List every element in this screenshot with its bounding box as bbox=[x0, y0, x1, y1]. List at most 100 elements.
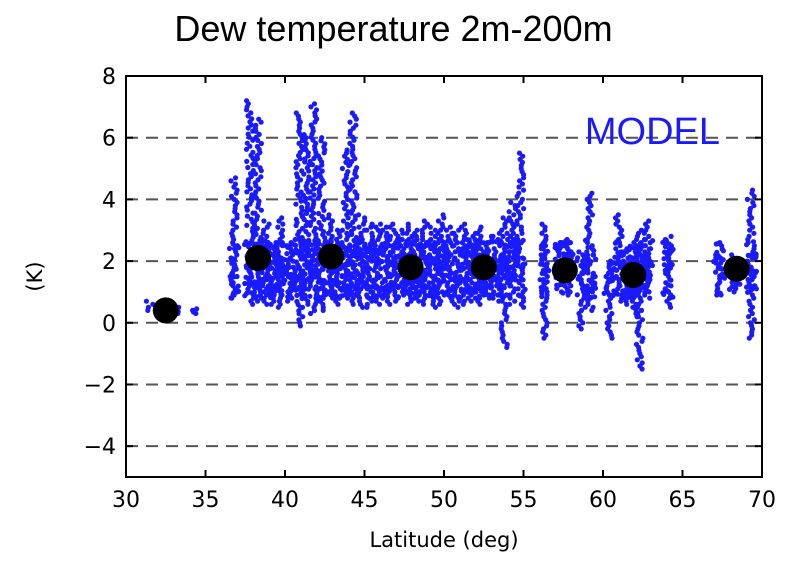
data-point bbox=[585, 290, 591, 296]
data-point bbox=[301, 216, 307, 223]
data-point bbox=[420, 236, 426, 243]
data-point bbox=[309, 262, 315, 268]
data-point bbox=[263, 238, 269, 244]
data-point bbox=[347, 162, 353, 168]
data-point bbox=[522, 261, 528, 267]
data-point bbox=[718, 292, 724, 298]
mean-point bbox=[397, 254, 424, 281]
data-point bbox=[297, 156, 303, 162]
data-point bbox=[711, 259, 717, 265]
data-point bbox=[376, 248, 383, 254]
data-point bbox=[443, 227, 450, 233]
x-tick-label: 70 bbox=[748, 488, 776, 513]
data-point bbox=[451, 301, 458, 307]
data-point bbox=[432, 304, 438, 310]
data-point bbox=[435, 230, 441, 236]
data-point bbox=[753, 270, 759, 276]
data-point bbox=[419, 287, 425, 293]
data-point bbox=[744, 242, 750, 248]
data-point bbox=[455, 304, 461, 310]
data-point bbox=[713, 241, 719, 247]
data-point bbox=[574, 292, 580, 298]
data-point bbox=[585, 244, 591, 250]
data-point bbox=[280, 221, 286, 227]
data-point bbox=[253, 294, 259, 300]
mean-point bbox=[318, 243, 345, 270]
data-point bbox=[293, 165, 299, 171]
data-point bbox=[746, 335, 752, 341]
data-point bbox=[236, 245, 242, 251]
data-point bbox=[299, 226, 305, 232]
data-point bbox=[342, 245, 348, 251]
data-point bbox=[301, 171, 307, 177]
mean-point bbox=[152, 297, 179, 324]
data-point bbox=[299, 269, 305, 275]
data-point bbox=[293, 222, 299, 229]
data-point bbox=[629, 298, 635, 304]
data-point bbox=[717, 255, 723, 261]
data-point bbox=[670, 246, 676, 252]
data-point bbox=[385, 258, 391, 264]
data-point bbox=[450, 243, 456, 249]
data-point bbox=[507, 295, 513, 301]
data-point bbox=[718, 274, 725, 280]
data-point bbox=[428, 236, 434, 243]
data-point bbox=[230, 256, 236, 262]
data-point bbox=[233, 224, 240, 230]
data-point bbox=[650, 238, 656, 244]
data-point bbox=[474, 247, 480, 253]
data-point bbox=[513, 257, 519, 263]
data-point bbox=[614, 239, 620, 245]
data-point bbox=[355, 256, 361, 262]
data-point bbox=[457, 295, 463, 301]
data-point bbox=[715, 265, 721, 271]
data-point bbox=[360, 221, 367, 227]
data-point bbox=[517, 215, 523, 221]
data-point bbox=[583, 294, 589, 300]
data-point bbox=[713, 255, 719, 261]
data-point bbox=[752, 283, 758, 289]
data-point bbox=[260, 230, 266, 236]
data-point bbox=[306, 232, 312, 238]
data-point bbox=[570, 251, 576, 257]
data-point bbox=[469, 242, 475, 248]
data-point bbox=[143, 298, 149, 304]
data-point bbox=[261, 218, 267, 224]
data-point bbox=[360, 271, 366, 277]
data-point bbox=[278, 272, 284, 278]
data-point bbox=[291, 242, 298, 248]
x-tick-label: 65 bbox=[669, 488, 697, 513]
data-point bbox=[441, 248, 447, 254]
data-point bbox=[555, 244, 561, 250]
data-point bbox=[537, 277, 543, 283]
data-point bbox=[646, 246, 652, 252]
y-tick-label: 4 bbox=[102, 188, 116, 213]
data-point bbox=[744, 284, 750, 290]
data-point bbox=[589, 307, 595, 313]
data-point bbox=[588, 294, 594, 300]
data-point bbox=[726, 286, 733, 292]
data-point bbox=[432, 242, 438, 248]
data-point bbox=[268, 295, 274, 301]
data-point bbox=[399, 236, 405, 243]
data-point bbox=[634, 304, 641, 310]
data-point bbox=[324, 280, 331, 286]
data-point bbox=[302, 159, 308, 165]
data-point bbox=[506, 209, 512, 215]
data-point bbox=[342, 206, 348, 212]
data-point bbox=[297, 275, 304, 281]
data-point bbox=[610, 292, 616, 299]
data-point bbox=[576, 249, 582, 255]
data-point bbox=[268, 301, 274, 307]
data-point bbox=[231, 184, 237, 190]
data-point bbox=[360, 304, 366, 310]
data-point bbox=[388, 279, 394, 285]
data-point bbox=[350, 301, 356, 307]
data-point bbox=[346, 261, 352, 267]
data-point bbox=[274, 244, 280, 250]
data-point bbox=[634, 290, 640, 296]
data-point bbox=[303, 210, 310, 216]
data-point bbox=[269, 259, 275, 265]
data-point bbox=[498, 289, 504, 295]
data-point bbox=[351, 275, 357, 281]
